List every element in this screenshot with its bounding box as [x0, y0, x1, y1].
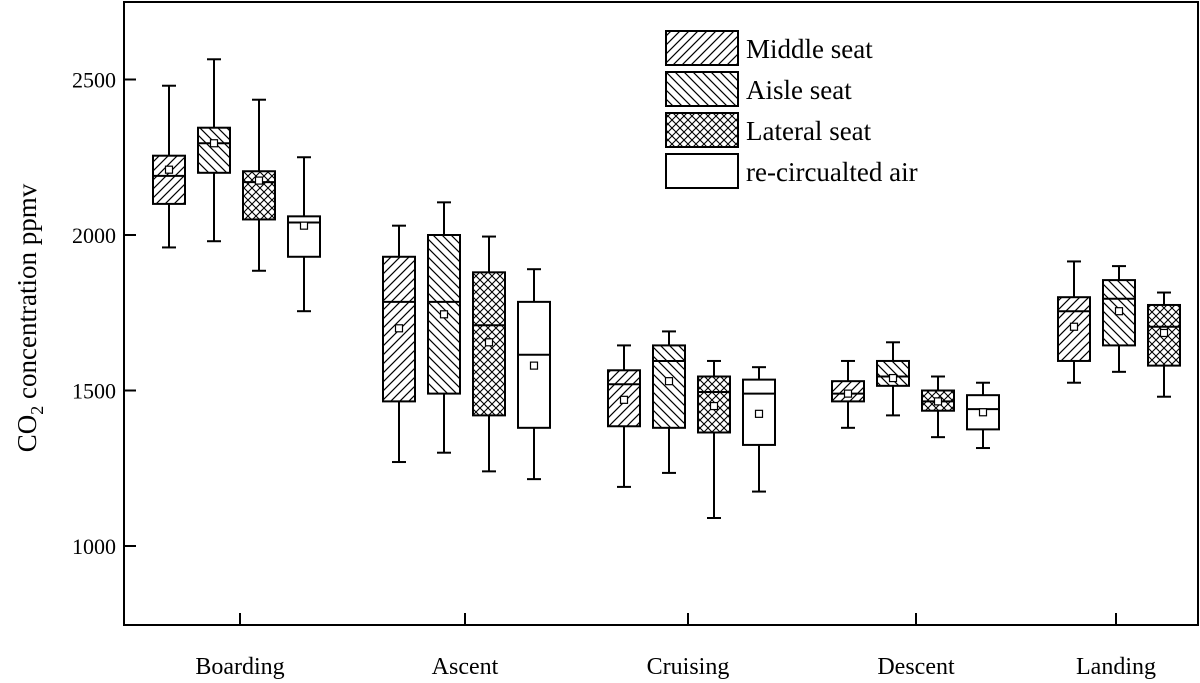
box-iqr: [652, 344, 686, 429]
legend-label: Lateral seat: [746, 116, 872, 146]
box-re-circualted-air-descent: [966, 381, 1000, 450]
box-re-circualted-air-ascent: [517, 268, 551, 481]
mean-marker: [843, 389, 853, 398]
box-middle-seat-landing: [1057, 260, 1091, 384]
y-tick-label: 2000: [72, 223, 116, 248]
y-axis-label-main: CO: [12, 415, 42, 453]
legend-item: Lateral seat: [665, 112, 872, 148]
x-axis: Boarding Ascent Cruising Descent Landing: [195, 613, 1156, 680]
box-groups: [152, 58, 1181, 520]
plot-frame: [123, 1, 1199, 626]
mean-marker: [1159, 328, 1169, 338]
box-lateral-seat-boarding: [242, 98, 276, 272]
box-lateral-seat-descent: [921, 375, 955, 439]
x-category-label: Boarding: [195, 654, 284, 680]
box-aisle-seat-ascent: [427, 201, 461, 454]
mean-marker: [619, 395, 629, 404]
legend: Middle seat Aisle seat Lateral seat re-circ…: [665, 30, 918, 189]
y-axis-label-rest: concentration ppmv: [12, 183, 42, 405]
box-aisle-seat-landing: [1102, 265, 1136, 373]
box-re-circualted-air-cruising: [742, 366, 776, 493]
mean-marker: [484, 338, 494, 347]
mean-marker: [394, 324, 404, 333]
legend-swatch: [665, 153, 739, 189]
box-middle-seat-descent: [831, 359, 865, 429]
box-aisle-seat-cruising: [652, 330, 686, 474]
mean-marker: [1069, 322, 1079, 331]
box-middle-seat-cruising: [607, 344, 641, 488]
x-category-label: Cruising: [647, 654, 730, 680]
mean-marker: [978, 408, 988, 417]
mean-marker: [664, 377, 674, 386]
y-tick-label: 1000: [72, 534, 116, 559]
legend-item: Aisle seat: [665, 71, 852, 107]
y-axis: 1000 1500 2000 2500: [72, 68, 136, 559]
mean-marker: [164, 165, 174, 174]
x-category-label: Ascent: [432, 654, 499, 680]
box-aisle-seat-boarding: [197, 58, 231, 243]
y-axis-label-subscript: 2: [27, 406, 47, 415]
box-lateral-seat-ascent: [472, 235, 506, 473]
mean-marker: [888, 373, 898, 383]
box-aisle-seat-descent: [876, 341, 910, 417]
mean-marker: [209, 139, 219, 148]
legend-swatch: [665, 112, 739, 148]
mean-marker: [754, 409, 764, 418]
mean-marker: [299, 221, 309, 230]
y-axis-label: CO2 concentration ppmv: [12, 183, 47, 452]
box-re-circualted-air-boarding: [287, 156, 321, 313]
mean-marker: [529, 361, 539, 370]
mean-marker: [254, 176, 264, 185]
box-lateral-seat-landing: [1147, 291, 1181, 398]
legend-item: Middle seat: [665, 30, 873, 66]
mean-marker: [709, 401, 719, 411]
legend-swatch: [665, 30, 739, 66]
legend-item: re-circualted air: [665, 153, 918, 189]
box-lateral-seat-cruising: [697, 359, 731, 520]
y-tick-label: 2500: [72, 68, 116, 93]
y-tick-label: 1500: [72, 379, 116, 404]
box-iqr: [152, 154, 186, 205]
box-iqr: [197, 126, 231, 174]
x-category-label: Landing: [1076, 654, 1156, 680]
x-category-label: Descent: [877, 654, 955, 680]
mean-marker: [933, 397, 943, 406]
box-middle-seat-ascent: [382, 224, 416, 464]
legend-label: Middle seat: [746, 34, 873, 64]
legend-swatch: [665, 71, 739, 107]
legend-label: Aisle seat: [746, 75, 852, 105]
legend-label: re-circualted air: [746, 157, 918, 187]
mean-marker: [1114, 307, 1124, 316]
mean-marker: [439, 310, 449, 319]
box-middle-seat-boarding: [152, 84, 186, 249]
